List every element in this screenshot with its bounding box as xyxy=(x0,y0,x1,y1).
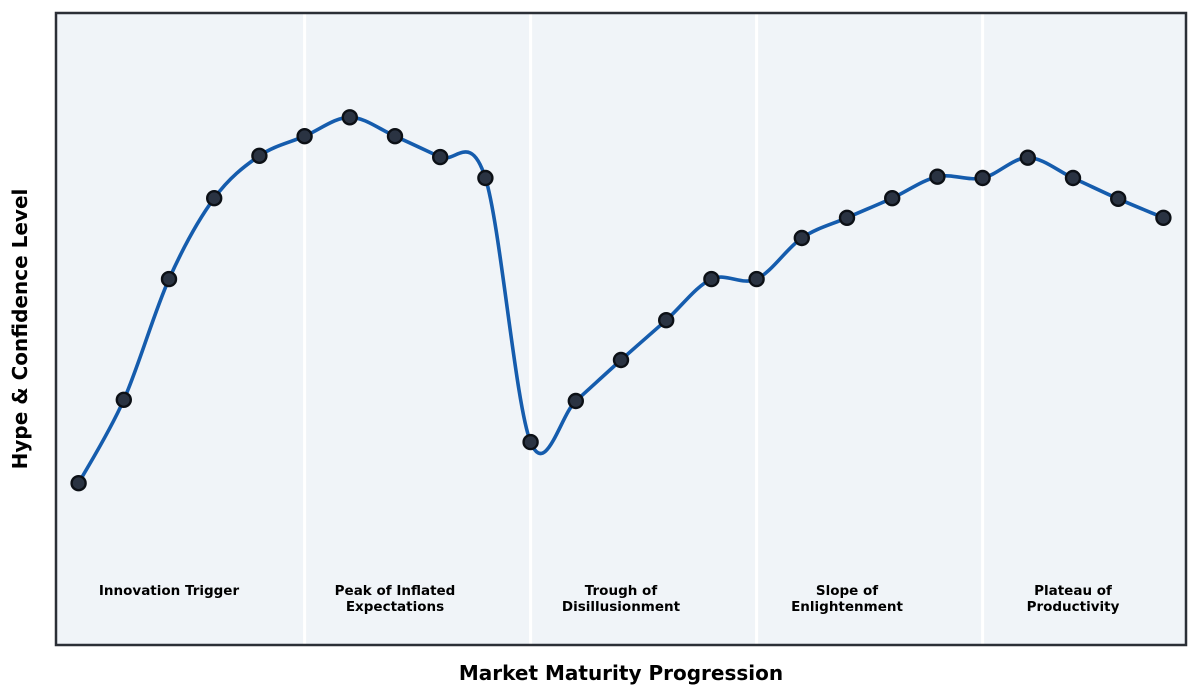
phase-label-line: Plateau of xyxy=(1034,583,1112,599)
data-point-marker xyxy=(567,392,584,410)
data-point-marker xyxy=(793,229,810,247)
data-point-marker xyxy=(838,209,856,227)
plot-area-background xyxy=(56,13,1186,645)
data-point-marker xyxy=(251,147,268,165)
phase-label-innovation-trigger: Innovation Trigger xyxy=(99,583,240,599)
data-point-marker xyxy=(703,270,720,288)
phase-label-line: Enlightenment xyxy=(791,599,903,615)
phase-label-trough-of-disillusionment: Trough of Disillusionment xyxy=(562,583,681,615)
data-point-marker xyxy=(1155,209,1172,227)
data-point-marker xyxy=(974,169,991,187)
data-point-marker xyxy=(1109,190,1127,208)
data-point-marker xyxy=(115,391,133,408)
data-point-marker xyxy=(205,189,223,207)
data-point-marker xyxy=(748,270,765,288)
data-point-marker xyxy=(522,433,539,451)
data-point-marker xyxy=(296,127,313,145)
x-axis-title: Market Maturity Progression xyxy=(459,661,783,685)
phase-label-slope-of-enlightenment: Slope of Enlightenment xyxy=(791,583,903,615)
phase-labels-group: Innovation Trigger Peak of Inflated Expect… xyxy=(99,583,1120,615)
data-point-marker xyxy=(884,189,901,207)
data-point-markers xyxy=(70,109,1172,492)
phase-label-peak-of-inflated-expectations: Peak of Inflated Expectations xyxy=(335,583,456,615)
data-point-marker xyxy=(929,168,946,185)
y-axis-title: Hype & Confidence Level xyxy=(8,189,32,470)
data-point-marker xyxy=(70,475,87,492)
phase-divider-lines xyxy=(303,14,985,644)
data-point-marker xyxy=(432,148,449,166)
phase-label-line: Disillusionment xyxy=(562,599,681,615)
data-point-marker xyxy=(341,109,358,126)
plot-border xyxy=(54,11,1188,647)
phase-label-line: Expectations xyxy=(346,599,444,615)
data-point-marker xyxy=(386,127,404,145)
data-point-marker xyxy=(160,270,178,288)
data-point-marker xyxy=(1064,169,1082,187)
data-point-marker xyxy=(477,169,494,187)
data-point-marker xyxy=(658,312,675,329)
phase-label-plateau-of-productivity: Plateau of Productivity xyxy=(1027,583,1120,615)
phase-label-line: Innovation Trigger xyxy=(99,583,240,599)
data-point-marker xyxy=(1019,149,1037,166)
phase-label-line: Peak of Inflated xyxy=(335,583,456,599)
phase-label-line: Productivity xyxy=(1027,599,1120,615)
phase-label-line: Trough of xyxy=(585,583,658,599)
phase-label-line: Slope of xyxy=(816,583,878,599)
data-point-marker xyxy=(612,351,630,369)
